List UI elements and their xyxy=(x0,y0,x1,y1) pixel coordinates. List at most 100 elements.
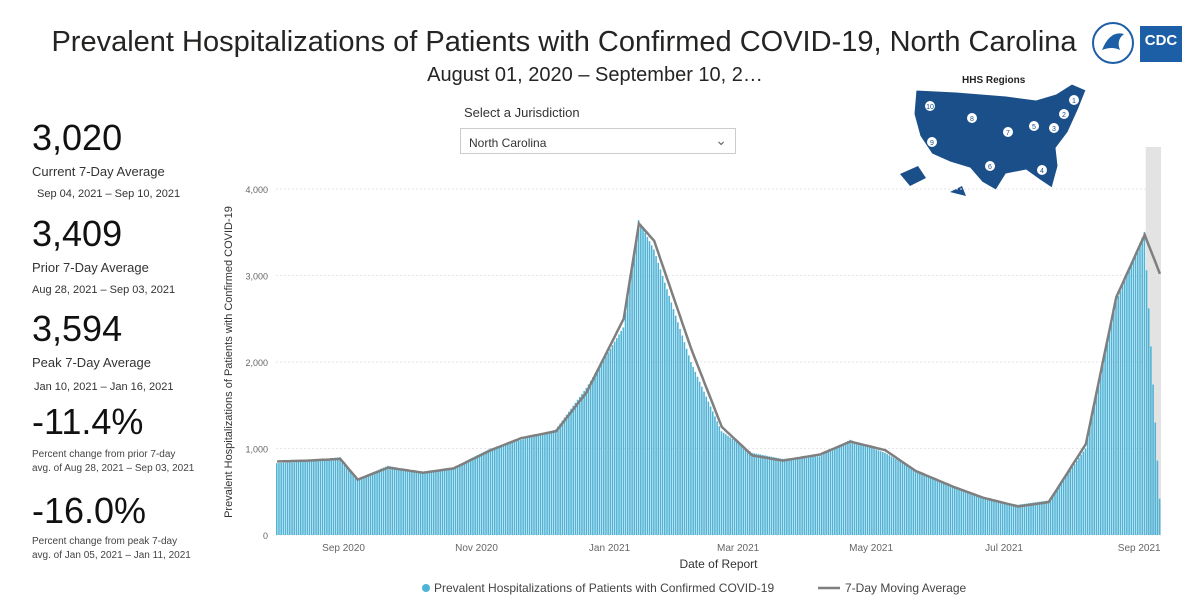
bar xyxy=(685,348,688,535)
bar xyxy=(544,432,546,535)
bar xyxy=(696,376,699,535)
bar xyxy=(753,453,755,535)
bar xyxy=(531,436,533,535)
bar xyxy=(576,399,579,535)
bar xyxy=(326,458,328,535)
x-tick-label: May 2021 xyxy=(849,543,893,554)
bar xyxy=(328,458,330,535)
bar xyxy=(670,302,673,535)
bar xyxy=(934,479,936,535)
bar xyxy=(735,442,738,535)
bar xyxy=(345,465,348,535)
map-region-2-marker xyxy=(1059,109,1069,119)
bar xyxy=(690,362,692,535)
bar xyxy=(897,460,899,535)
bar xyxy=(908,466,910,535)
bar xyxy=(341,459,343,535)
bar xyxy=(598,366,601,535)
bar xyxy=(339,457,341,535)
bar xyxy=(546,432,548,535)
bar xyxy=(932,478,934,535)
bar xyxy=(446,468,448,535)
bar xyxy=(404,469,407,535)
bar xyxy=(1056,488,1058,535)
bar xyxy=(1104,353,1106,535)
bar xyxy=(1075,460,1078,535)
bar xyxy=(816,456,819,535)
bar xyxy=(548,431,551,535)
bar xyxy=(398,467,400,535)
bar xyxy=(829,450,832,535)
bar xyxy=(940,482,943,535)
bar xyxy=(1071,466,1074,535)
bar xyxy=(511,442,513,535)
bar xyxy=(873,448,875,535)
bar xyxy=(836,446,838,535)
bar xyxy=(1097,385,1100,535)
bar xyxy=(354,476,357,535)
bar xyxy=(276,463,278,535)
bar xyxy=(376,470,378,535)
moving-average-line xyxy=(277,220,1162,508)
bar xyxy=(347,467,350,535)
bar xyxy=(814,456,816,535)
bar xyxy=(500,445,503,535)
bar xyxy=(618,334,620,535)
bar xyxy=(609,348,612,535)
bar xyxy=(672,309,675,535)
bar xyxy=(657,262,660,535)
bar xyxy=(1008,503,1010,535)
bar xyxy=(559,423,561,535)
bar xyxy=(703,391,705,535)
bar xyxy=(1078,457,1080,535)
map-region-9-marker xyxy=(927,137,937,147)
bar xyxy=(759,454,762,535)
bar xyxy=(738,443,740,535)
bar xyxy=(1052,494,1054,535)
bar xyxy=(611,345,614,535)
hhs-regions-map[interactable]: HHS Regions 123 4 5 6 7 8 9 10 xyxy=(896,70,1096,202)
bar xyxy=(520,439,522,535)
bar xyxy=(807,457,810,535)
bar xyxy=(788,458,790,535)
bar xyxy=(642,228,644,536)
bar xyxy=(1145,270,1148,535)
bar xyxy=(731,438,734,535)
bar xyxy=(1132,258,1135,535)
bar xyxy=(919,472,921,535)
bar xyxy=(483,451,485,535)
bar xyxy=(428,471,431,535)
bar xyxy=(1073,463,1076,535)
bar xyxy=(910,467,912,535)
bar xyxy=(956,489,958,535)
bar xyxy=(973,495,976,535)
bar xyxy=(851,440,854,535)
bar xyxy=(374,471,376,535)
bar xyxy=(596,370,599,535)
bar xyxy=(698,381,701,535)
bar xyxy=(371,472,374,535)
map-region-7-marker xyxy=(1003,127,1013,137)
bar xyxy=(295,462,298,535)
change-peak-line2: avg. of Jan 05, 2021 – Jan 11, 2021 xyxy=(32,550,191,561)
bar xyxy=(363,475,365,535)
bar xyxy=(1001,502,1004,535)
bar xyxy=(291,462,293,535)
bar xyxy=(535,435,537,535)
map-region-1-label: 1 xyxy=(1072,98,1076,105)
bar xyxy=(1004,502,1006,535)
bar xyxy=(478,454,481,535)
bar xyxy=(659,269,662,535)
bar xyxy=(827,451,830,535)
bar xyxy=(585,387,588,535)
bar xyxy=(820,455,823,535)
jurisdiction-select[interactable]: North Carolina ⌄ xyxy=(460,128,736,154)
bar xyxy=(489,448,492,535)
bar xyxy=(781,458,784,535)
bar xyxy=(302,461,304,535)
bar xyxy=(297,461,300,535)
bar xyxy=(319,459,322,535)
peak-avg-value: 3,594 xyxy=(32,308,123,349)
bar xyxy=(923,474,925,535)
bar xyxy=(677,322,679,535)
